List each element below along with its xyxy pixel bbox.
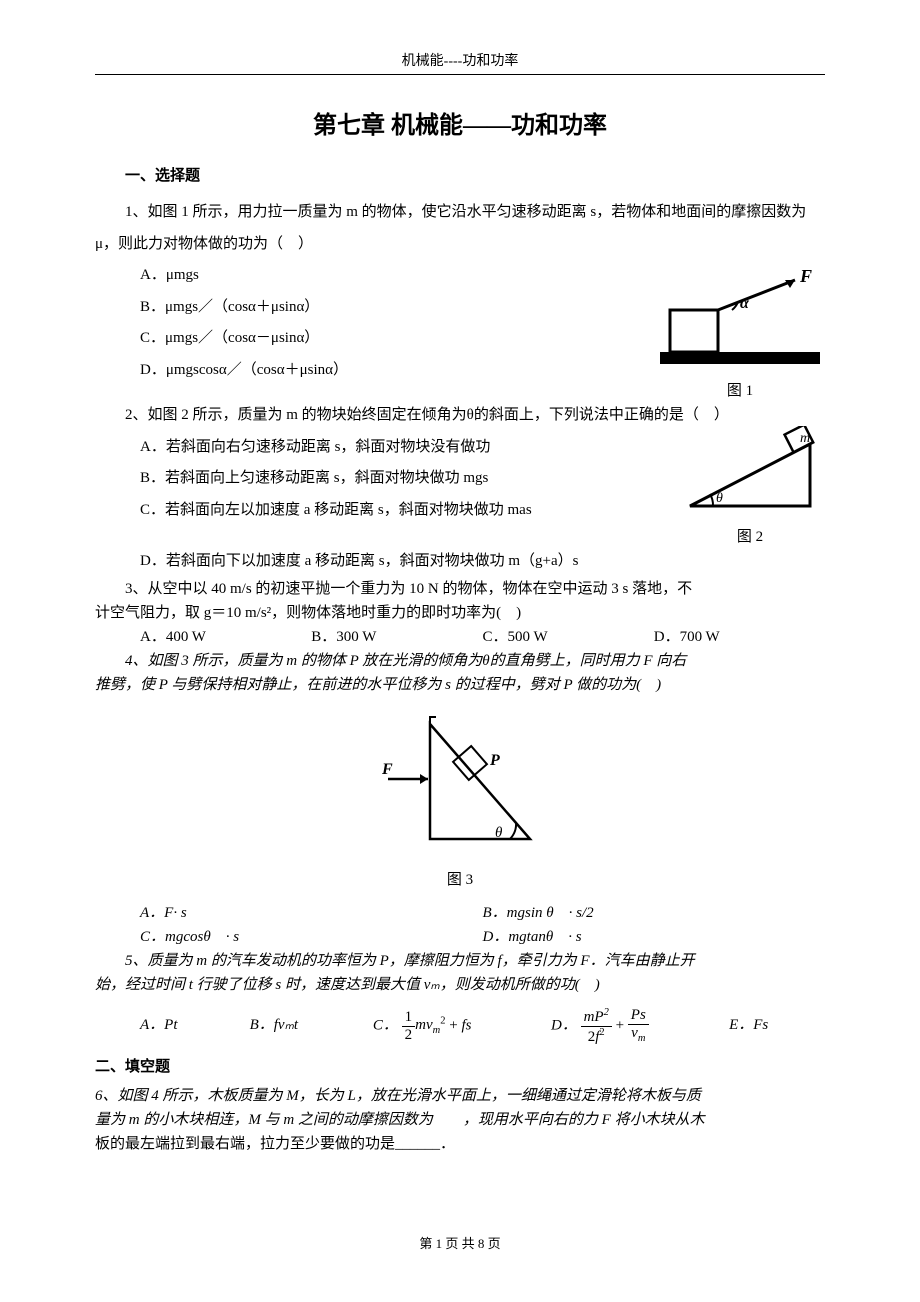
q1-text: 1、如图 1 所示，用力拉一质量为 m 的物体，使它沿水平匀速移动距离 s，若物… xyxy=(95,197,825,260)
figure-1-caption: 图 1 xyxy=(655,379,825,400)
q5-option-b: B．fvₘt xyxy=(250,1010,373,1042)
q5-option-d: D． mP22f2 + Psvm xyxy=(551,1007,729,1045)
q3-option-d: D．700 W xyxy=(654,625,825,649)
page-header: 机械能----功和功率 xyxy=(95,50,825,75)
fig3-label-theta: θ xyxy=(495,825,503,841)
q3-options: A．400 W B．300 W C．500 W D．700 W xyxy=(95,625,825,649)
q4-text-l2: 推劈，使 P 与劈保持相对静止，在前进的水平位移为 s 的过程中，劈对 P 做的… xyxy=(95,673,825,697)
q2-option-d: D．若斜面向下以加速度 a 移动距离 s，斜面对物块做功 m（g+a）s xyxy=(95,546,825,578)
q4-text-l1: 4、如图 3 所示，质量为 m 的物体 P 放在光滑的倾角为θ的直角劈上，同时用… xyxy=(95,649,825,673)
q4-option-c: C．mgcosθ · s xyxy=(140,925,483,949)
fig3-label-p: P xyxy=(489,752,500,769)
fig3-label-f: F xyxy=(381,761,393,778)
q4-option-b: B．mgsin θ · s/2 xyxy=(483,901,826,925)
figure-3-caption: 图 3 xyxy=(95,868,825,889)
q5-option-a: A．Pt xyxy=(140,1010,250,1042)
q4-option-a: A．F· s xyxy=(140,901,483,925)
section-2-heading: 二、填空题 xyxy=(95,1055,825,1076)
q2-text: 2、如图 2 所示，质量为 m 的物块始终固定在倾角为θ的斜面上，下列说法中正确… xyxy=(95,400,825,432)
q4-options-row1: A．F· s B．mgsin θ · s/2 xyxy=(95,901,825,925)
section-1-heading: 一、选择题 xyxy=(95,164,825,185)
q6-text-l3: 板的最左端拉到最右端，拉力至少要做的功是______． xyxy=(95,1132,825,1156)
q5-option-e: E．Fs xyxy=(729,1010,825,1042)
q6-text-l1: 6、如图 4 所示，木板质量为 M，长为 L，放在光滑水平面上，一细绳通过定滑轮… xyxy=(95,1084,825,1108)
q6-text-l2: 量为 m 的小木块相连，M 与 m 之间的动摩擦因数为 ，现用水平向右的力 F … xyxy=(95,1108,825,1132)
q5-options: A．Pt B．fvₘt C． 12mvm2 + fs D． mP22f2 + P… xyxy=(95,1007,825,1045)
fig2-label-m: m xyxy=(800,431,810,446)
figure-1-svg: F α xyxy=(660,270,820,370)
q3-option-b: B．300 W xyxy=(311,625,482,649)
q5-option-c: C． 12mvm2 + fs xyxy=(373,1009,551,1043)
figure-3-svg: F P θ xyxy=(370,709,550,859)
q3-option-a: A．400 W xyxy=(140,625,311,649)
q4-options-row2: C．mgcosθ · s D．mgtanθ · s xyxy=(95,925,825,949)
q3-text-l1: 3、从空中以 40 m/s 的初速平抛一个重力为 10 N 的物体，物体在空中运… xyxy=(95,577,825,601)
q3-text-l2: 计空气阻力，取 g＝10 m/s²，则物体落地时重力的即时功率为( ) xyxy=(95,601,825,625)
figure-3: F P θ 图 3 xyxy=(95,709,825,889)
fig2-label-theta: θ xyxy=(716,491,723,506)
fig1-label-f: F xyxy=(799,270,812,286)
figure-2-caption: 图 2 xyxy=(675,525,825,546)
figure-2: m θ 图 2 xyxy=(675,426,825,546)
figure-2-svg: m θ xyxy=(680,426,820,516)
q5-text-l1: 5、质量为 m 的汽车发动机的功率恒为 P，摩擦阻力恒为 f，牵引力为 F．汽车… xyxy=(95,949,825,973)
q4-option-d: D．mgtanθ · s xyxy=(483,925,826,949)
q5-text-l2: 始，经过时间 t 行驶了位移 s 时，速度达到最大值 vₘ，则发动机所做的功( … xyxy=(95,973,825,997)
q3-option-c: C．500 W xyxy=(483,625,654,649)
figure-1: F α 图 1 xyxy=(655,270,825,400)
page-footer: 第 1 页 共 8 页 xyxy=(0,1233,920,1252)
chapter-title: 第七章 机械能——功和功率 xyxy=(95,105,825,140)
fig1-label-a: α xyxy=(740,295,750,312)
